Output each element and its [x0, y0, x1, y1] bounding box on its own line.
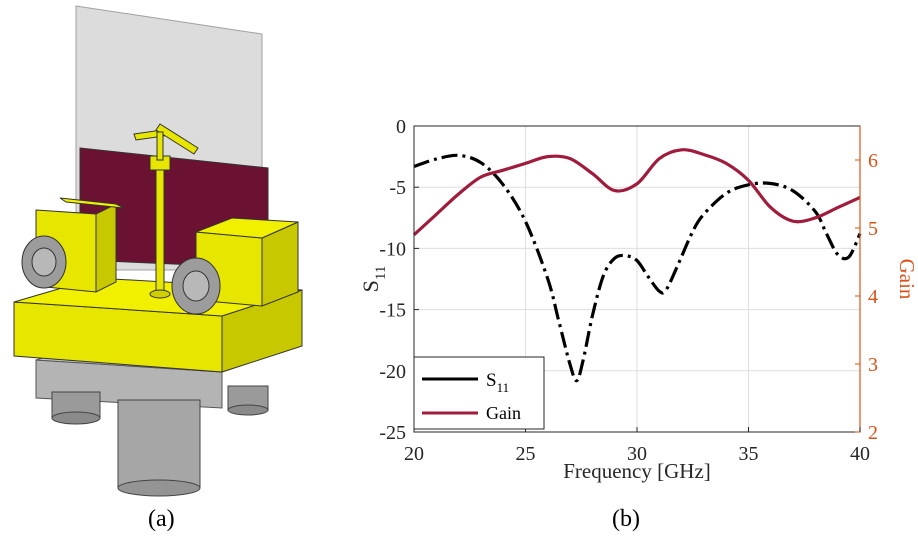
- left-tick-labels: 0 -5 -10 -15 -20 -25: [379, 116, 419, 444]
- legend-label-s11: S11: [486, 370, 509, 395]
- antenna-3d-model: [13, 5, 303, 497]
- s11-gain-chart: 0 -5 -10 -15 -20 -25 2 3 4 5 6 20 25 30 35 40 Frequen…: [358, 116, 918, 483]
- right-tick-labels: 2 3 4 5 6: [855, 150, 878, 444]
- dipole-feed: [133, 123, 199, 299]
- legend: S11 Gain: [413, 356, 545, 430]
- series-line-s11: [413, 153, 862, 383]
- metal-cylinders: [51, 385, 269, 497]
- x-tick-label: 20: [404, 443, 424, 465]
- x-tick-labels: 20 25 30 35 40: [404, 427, 870, 465]
- x-axis-label: Frequency [GHz]: [563, 459, 711, 483]
- x-tick-label: 30: [627, 443, 647, 465]
- y-tick-label: -20: [379, 361, 406, 383]
- y-tick-label: -25: [379, 422, 406, 444]
- caption-a: (a): [148, 506, 175, 532]
- series-layer: [412, 148, 862, 383]
- x-tick-label: 25: [516, 443, 536, 465]
- y-right-tick-label: 4: [868, 286, 878, 308]
- y-right-tick-label: 5: [868, 218, 878, 240]
- x-tick-label: 40: [850, 443, 870, 465]
- y-axis-label: S11: [358, 266, 389, 293]
- series-line-gain: [412, 148, 861, 236]
- y-right-tick-label: 2: [868, 422, 878, 444]
- y-right-tick-label: 3: [868, 354, 878, 376]
- legend-label-gain: Gain: [486, 403, 521, 423]
- y-tick-label: 0: [396, 116, 406, 138]
- launcher-blocks: [35, 197, 299, 307]
- y-right-axis-label: Gain: [895, 259, 918, 300]
- y-tick-label: -5: [389, 177, 406, 199]
- caption-b: (b): [612, 506, 640, 532]
- y-tick-label: -10: [379, 238, 406, 260]
- x-tick-label: 35: [739, 443, 759, 465]
- y-right-tick-label: 6: [868, 150, 878, 172]
- sma-connectors: [21, 235, 221, 315]
- y-tick-label: -15: [379, 300, 406, 322]
- legend-box: [413, 356, 545, 430]
